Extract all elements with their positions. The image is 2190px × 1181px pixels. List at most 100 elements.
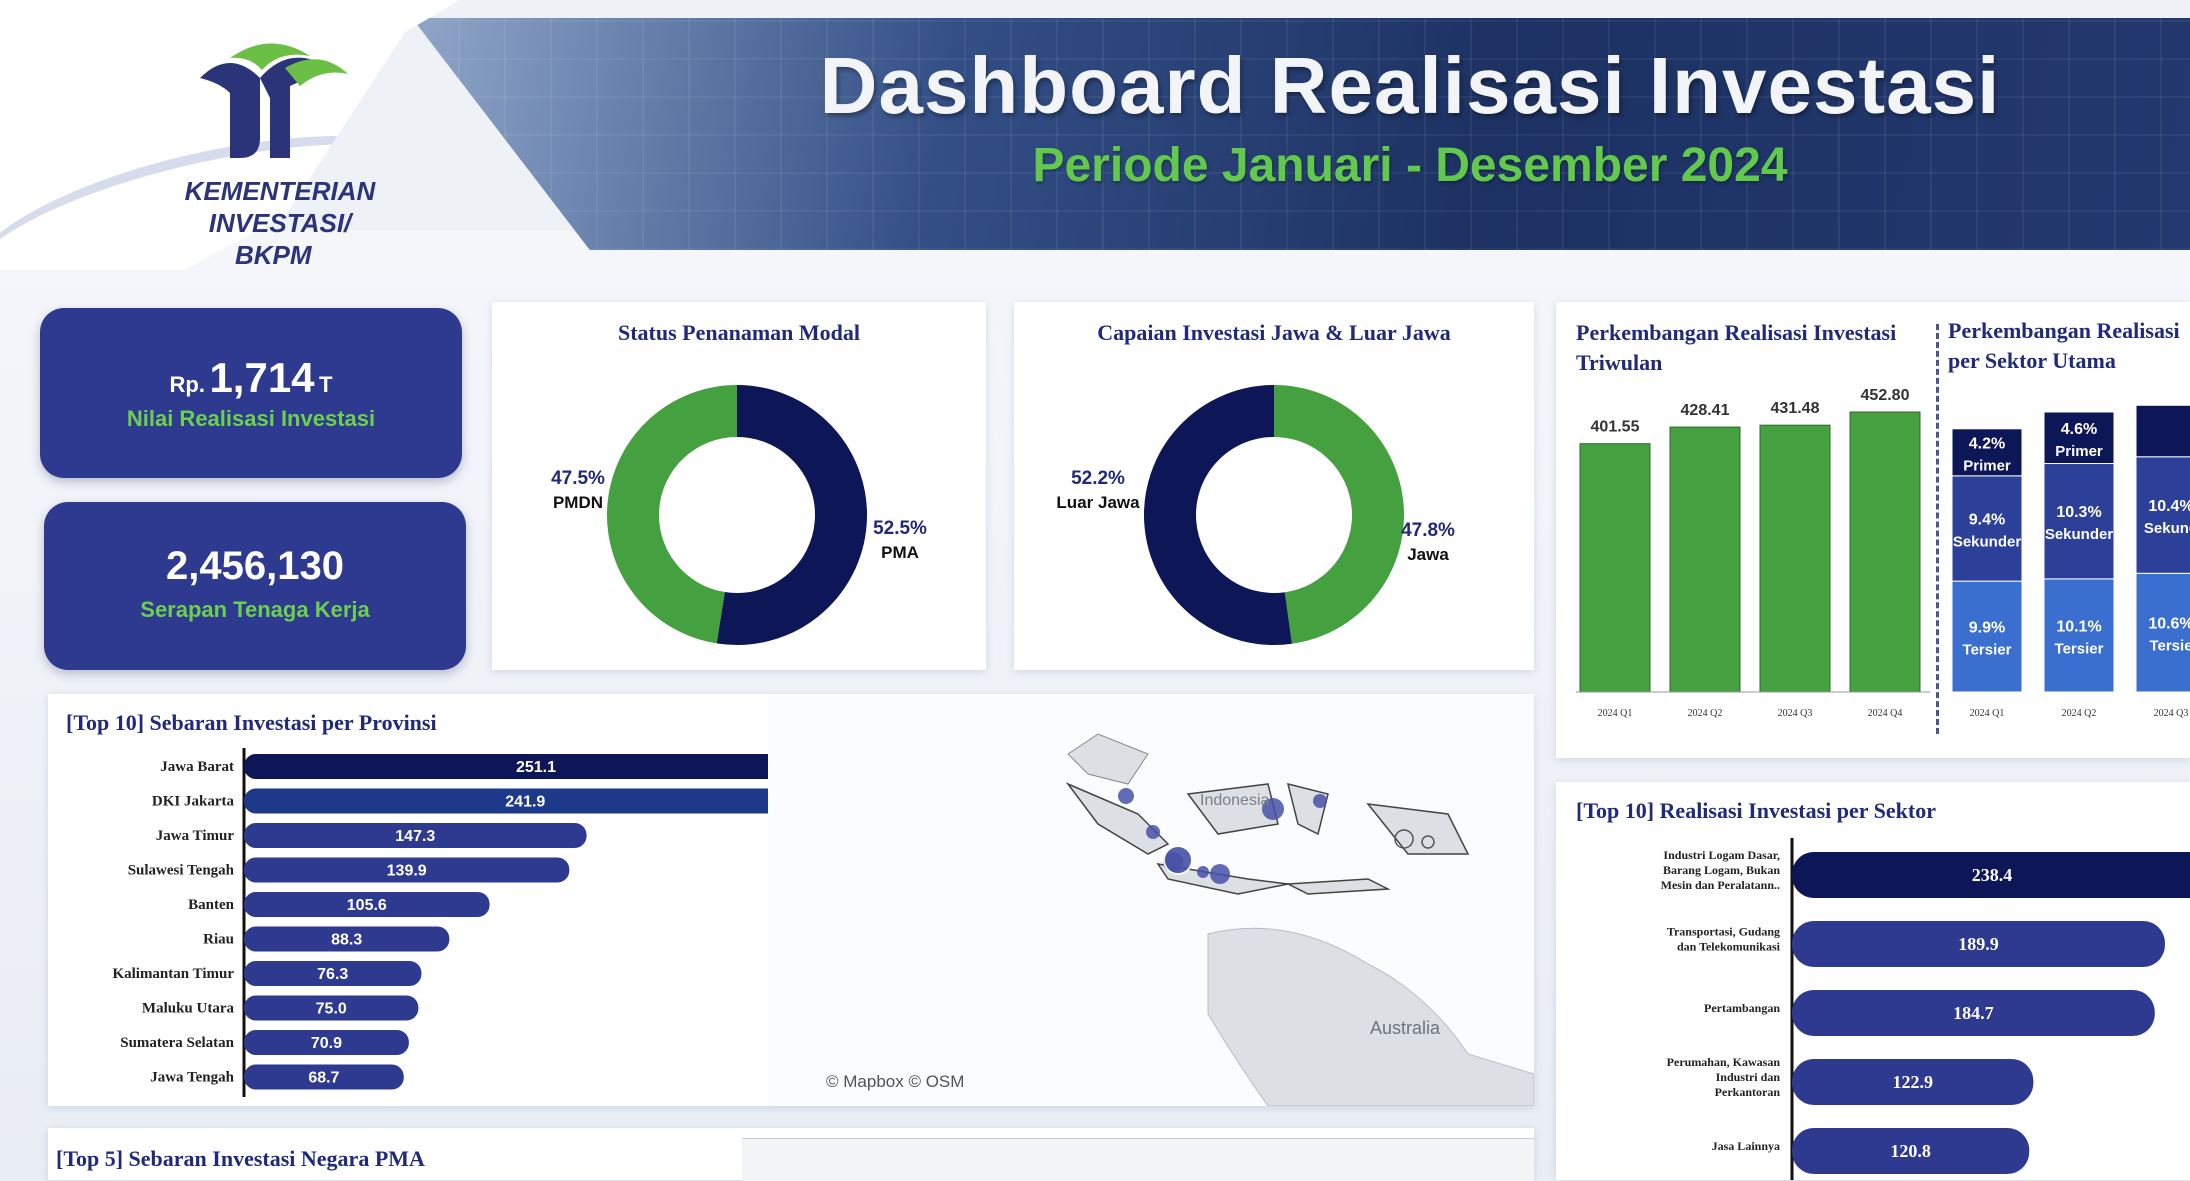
map-marker[interactable] [1421, 835, 1435, 849]
country-panel: [Top 5] Sebaran Investasi Negara PMA [48, 1128, 1534, 1181]
donut-category-label: PMDN [553, 493, 603, 512]
country-map[interactable] [742, 1138, 1534, 1181]
sector-stack-name: Tersie [2149, 638, 2190, 655]
province-bar[interactable] [244, 823, 587, 848]
province-label: Sulawesi Tengah [128, 863, 235, 879]
province-bar[interactable] [244, 961, 422, 986]
java-panel-title: Capaian Investasi Jawa & Luar Jawa [1097, 320, 1451, 345]
kpi-investment-value: 1,714 [209, 354, 315, 401]
province-label: Kalimantan Timur [112, 966, 234, 982]
sector-bar[interactable] [1792, 990, 2155, 1036]
quarterly-title-line2: Triwulan [1576, 350, 1663, 375]
sector-bar-chart: Industri Logam Dasar,Barang Logam, Bukan… [1661, 838, 2190, 1180]
quarterly-bar[interactable] [1579, 443, 1651, 693]
quarterly-title-line1: Perkembangan Realisasi Investasi [1576, 320, 1897, 345]
status-panel-title: Status Penanaman Modal [617, 320, 861, 345]
quarterly-panel-title: Perkembangan Realisasi Investasi Triwula… [1576, 318, 1936, 378]
quarterly-axis-label: 2024 Q1 [1598, 708, 1633, 719]
map-marker[interactable] [1394, 829, 1414, 849]
sector-label: Jasa Lainnya [1712, 1139, 1780, 1153]
quarterly-bar[interactable] [1849, 411, 1921, 693]
kpi-investment-prefix: Rp. [169, 372, 205, 397]
kpi-workforce-card[interactable]: 2,456,130 Serapan Tenaga Kerja [44, 502, 466, 670]
page-title: Dashboard Realisasi Investasi [819, 41, 2001, 130]
sector-stack-segment[interactable] [1951, 580, 2023, 693]
map-marker[interactable] [1262, 798, 1284, 820]
quarterly-value-label: 428.41 [1681, 402, 1730, 419]
province-label: Banten [188, 897, 235, 913]
sector-stack-segment[interactable] [2135, 572, 2190, 693]
sector-label: Perkantoran [1715, 1085, 1781, 1099]
sector-stack-segment[interactable] [2043, 463, 2115, 580]
province-bar[interactable] [244, 892, 490, 917]
sector-stack-axis-label: 2024 Q1 [1970, 708, 2005, 719]
donut-pct-label: 52.5% [873, 518, 927, 539]
kpi-workforce-label: Serapan Tenaga Kerja [140, 597, 370, 622]
quarterly-value-label: 431.48 [1771, 400, 1820, 417]
province-map[interactable]: Indonesia Australia © Mapbox © OSM [768, 694, 1534, 1106]
kpi-investment-suffix: T [319, 372, 333, 397]
java-panel: Capaian Investasi Jawa & Luar Jawa 47.8%… [1014, 302, 1534, 670]
sector-stack-name: Tersier [1963, 642, 2012, 659]
sector-stack-value: 4.6% [2061, 421, 2097, 438]
province-value-label: 75.0 [316, 1001, 347, 1018]
quarterly-axis-label: 2024 Q2 [1688, 708, 1723, 719]
kpi-investment-card[interactable]: Rp. 1,714 T Nilai Realisasi Investasi [40, 308, 462, 478]
panel-divider [1936, 324, 1939, 734]
sector-stack-segment[interactable] [2135, 456, 2190, 574]
map-label-australia: Australia [1370, 1018, 1441, 1038]
sector-stack-segment[interactable] [2043, 411, 2115, 465]
sector-bar[interactable] [1792, 1128, 2030, 1174]
australia-landmass [1207, 927, 1534, 1106]
quarterly-value-label: 452.80 [1861, 387, 1910, 404]
province-bar[interactable] [244, 857, 570, 883]
province-bar[interactable] [244, 754, 808, 779]
java-donut-chart: 47.8% Jawa 52.2% Luar Jawa [1056, 385, 1455, 645]
province-panel: [Top 10] Sebaran Investasi per Provinsi … [48, 694, 1534, 1106]
quarterly-bar[interactable] [1759, 424, 1831, 693]
sector-stack-segment[interactable] [2135, 404, 2190, 458]
map-marker[interactable] [1163, 845, 1193, 875]
sector-top-panel: [Top 10] Realisasi Investasi per Sektor … [1556, 782, 2190, 1180]
papua-island [1366, 803, 1470, 855]
sector-stack-name: Primer [1963, 457, 2011, 474]
donut-category-label: Jawa [1407, 545, 1449, 564]
sector-stack-segment[interactable] [2043, 578, 2115, 693]
sector-bar[interactable] [1792, 921, 2165, 967]
donut-pct-label: 47.5% [551, 468, 605, 489]
sector-main-panel-title: Perkembangan Realisasi per Sektor Utama [1948, 316, 2190, 376]
donut-slice[interactable] [607, 385, 738, 644]
province-value-label: 76.3 [317, 966, 348, 983]
sector-main-title-line1: Perkembangan Realisasi [1948, 318, 2180, 343]
sector-stack-value: 10.1% [2056, 618, 2101, 635]
province-bar[interactable] [244, 788, 807, 814]
sector-stack-segment[interactable] [1951, 428, 2023, 477]
province-bar[interactable] [244, 926, 450, 952]
donut-slice[interactable] [1144, 385, 1292, 645]
map-marker[interactable] [1118, 788, 1134, 804]
quarterly-bar[interactable] [1669, 426, 1741, 693]
sector-bar[interactable] [1792, 1059, 2034, 1105]
map-label-country: Indonesia [1200, 792, 1270, 809]
province-bar[interactable] [244, 995, 419, 1021]
sector-label: Industri dan [1716, 1070, 1781, 1084]
map-marker[interactable] [1197, 866, 1209, 878]
logo-line2: BKPM [235, 240, 312, 270]
sector-label: dan Telekomunikasi [1677, 940, 1781, 954]
donut-slice[interactable] [716, 385, 867, 645]
landmass-north [1067, 733, 1149, 785]
province-bar[interactable] [244, 1030, 409, 1055]
province-bar[interactable] [244, 1064, 404, 1090]
province-label: DKI Jakarta [152, 794, 235, 810]
donut-slice[interactable] [1273, 385, 1404, 644]
quarterly-value-label: 401.55 [1591, 419, 1640, 436]
map-marker[interactable] [1210, 864, 1230, 884]
sector-label: Barang Logam, Bukan [1663, 863, 1780, 877]
map-marker[interactable] [1146, 825, 1160, 839]
sector-value-label: 122.9 [1892, 1072, 1933, 1092]
sumatra-island [1065, 782, 1170, 855]
province-value-label: 105.6 [347, 897, 387, 914]
map-marker[interactable] [1313, 794, 1327, 808]
status-panel: Status Penanaman Modal 52.5% PMA 47.5% PMDN [492, 302, 986, 670]
sector-bar[interactable] [1792, 852, 2190, 898]
